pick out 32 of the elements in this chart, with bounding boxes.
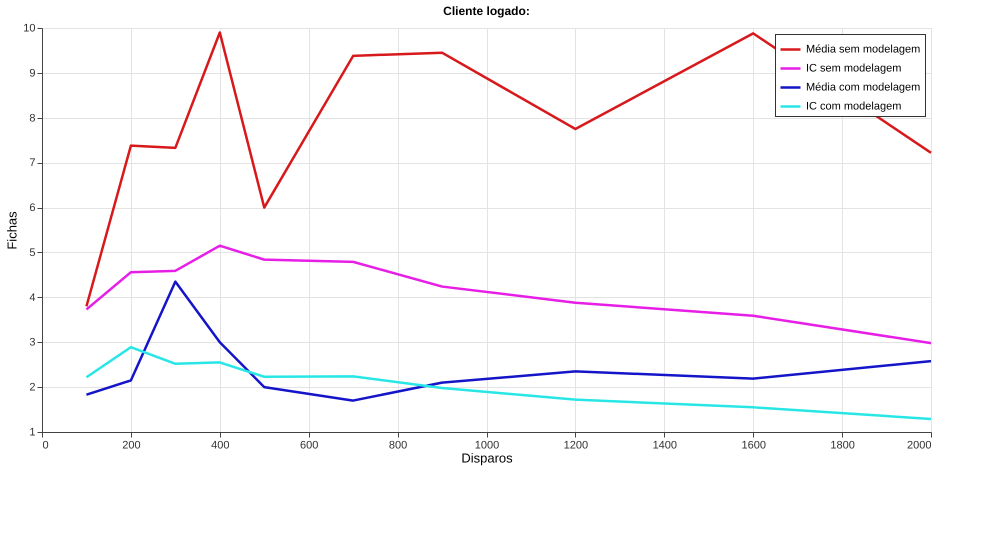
y-tick-label: 7 [29, 157, 36, 170]
legend-label: IC com modelagem [806, 100, 902, 112]
x-tick-label: 200 [122, 440, 141, 452]
x-tick-label: 1400 [652, 440, 678, 452]
y-tick-label: 4 [29, 292, 36, 304]
x-tick-label: 1600 [741, 440, 766, 452]
legend-label: Média sem modelagem [806, 44, 920, 56]
y-tick-label: 6 [29, 202, 36, 214]
y-tick-label: 1 [29, 426, 36, 438]
y-tick-label: 10 [23, 22, 36, 34]
x-tick-label: 1800 [830, 440, 855, 452]
x-tick-label: 2000 [907, 440, 932, 452]
legend-label: IC sem modelagem [806, 62, 902, 74]
y-tick-label: 9 [29, 67, 36, 80]
x-tick-label: 800 [388, 440, 408, 452]
x-axis-title: Disparos [461, 450, 514, 466]
y-tick-label: 5 [29, 246, 36, 259]
line-series [85, 346, 932, 420]
line-series [85, 280, 932, 402]
x-tick-label: 0 [42, 440, 49, 452]
y-tick-label: 8 [29, 112, 36, 124]
line-series [85, 31, 932, 308]
legend-label: Média com modelagem [806, 82, 920, 94]
x-tick-label: 600 [300, 440, 318, 452]
line-series [85, 244, 932, 344]
x-tick-label: 1000 [474, 440, 500, 452]
y-axis-title: Fichas [4, 210, 20, 250]
chart-title: Cliente logado: [443, 4, 530, 18]
y-tick-label: 2 [29, 382, 36, 394]
x-tick-label: 400 [211, 440, 230, 452]
y-tick-label: 3 [29, 336, 36, 349]
x-tick-label: 1200 [564, 440, 588, 452]
